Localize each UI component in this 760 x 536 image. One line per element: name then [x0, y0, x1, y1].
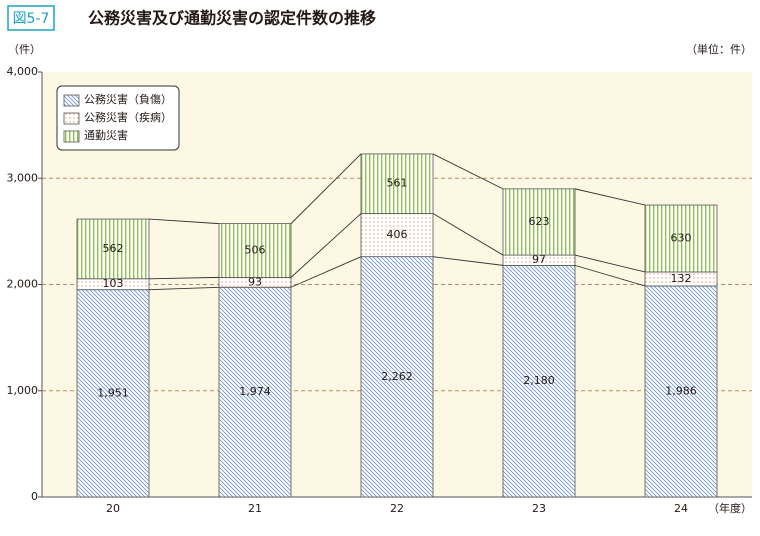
legend-box [56, 85, 180, 151]
x-tick-label: 22 [390, 502, 404, 515]
bar-segment [218, 223, 292, 278]
bar-segment [218, 286, 292, 498]
bar-segment [76, 289, 150, 498]
data-label: 1,974 [239, 385, 271, 398]
y-unit: （件） [8, 43, 41, 56]
bar-segment [502, 264, 576, 498]
legend-label: 公務災害（負傷） [84, 92, 172, 106]
chart-title: 公務災害及び通勤災害の認定件数の推移 [88, 9, 376, 28]
legend-label: 通勤災害 [84, 128, 128, 142]
data-label: 2,262 [381, 370, 413, 383]
connector [574, 254, 646, 273]
data-label: 103 [103, 277, 124, 290]
figure-label: 図5-7 [13, 11, 50, 27]
connector [432, 153, 504, 190]
x-tick-label: 24 [674, 502, 688, 515]
bar-segment [502, 188, 576, 256]
y-tick-label: 0 [31, 490, 38, 503]
data-label: 1,986 [665, 384, 697, 397]
y-tick-label: 4,000 [7, 65, 39, 78]
bar-segment [360, 153, 434, 214]
figure-label-box [7, 5, 55, 31]
x-axis-label: （年度） [708, 501, 752, 515]
bar-segment [644, 285, 718, 498]
legend-label: 公務災害（疾病） [84, 110, 172, 124]
data-label: 406 [387, 228, 408, 241]
connector [574, 264, 646, 287]
data-label: 561 [387, 177, 408, 190]
connector [574, 188, 646, 206]
y-tick-label: 3,000 [7, 171, 39, 184]
legend-swatch [63, 94, 80, 107]
data-label: 630 [671, 231, 692, 244]
connector [148, 276, 220, 280]
bar-segment [360, 256, 434, 498]
data-label: 562 [103, 242, 124, 255]
bar-segment [360, 213, 434, 258]
unit-note: （単位：件） [686, 42, 752, 56]
y-tick-label: 2,000 [7, 278, 39, 291]
connector [148, 286, 220, 291]
x-tick-label: 20 [106, 502, 120, 515]
data-label: 623 [529, 215, 550, 228]
data-label: 132 [671, 272, 692, 285]
bar-segment [644, 204, 718, 273]
data-label: 93 [248, 275, 262, 288]
data-label: 2,180 [523, 374, 555, 387]
legend-swatch [63, 130, 80, 143]
legend-swatch [63, 112, 80, 125]
connector [290, 213, 362, 278]
connector [148, 218, 220, 225]
bar-segment [76, 218, 150, 280]
connector [290, 153, 362, 224]
y-tick-label: 1,000 [7, 384, 39, 397]
data-label: 506 [245, 244, 266, 257]
connector [432, 213, 504, 256]
x-tick-label: 21 [248, 502, 262, 515]
connector [290, 256, 362, 288]
x-tick-label: 23 [532, 502, 546, 515]
data-label: 97 [532, 253, 546, 266]
connector [432, 256, 504, 266]
data-label: 1,951 [97, 386, 129, 399]
